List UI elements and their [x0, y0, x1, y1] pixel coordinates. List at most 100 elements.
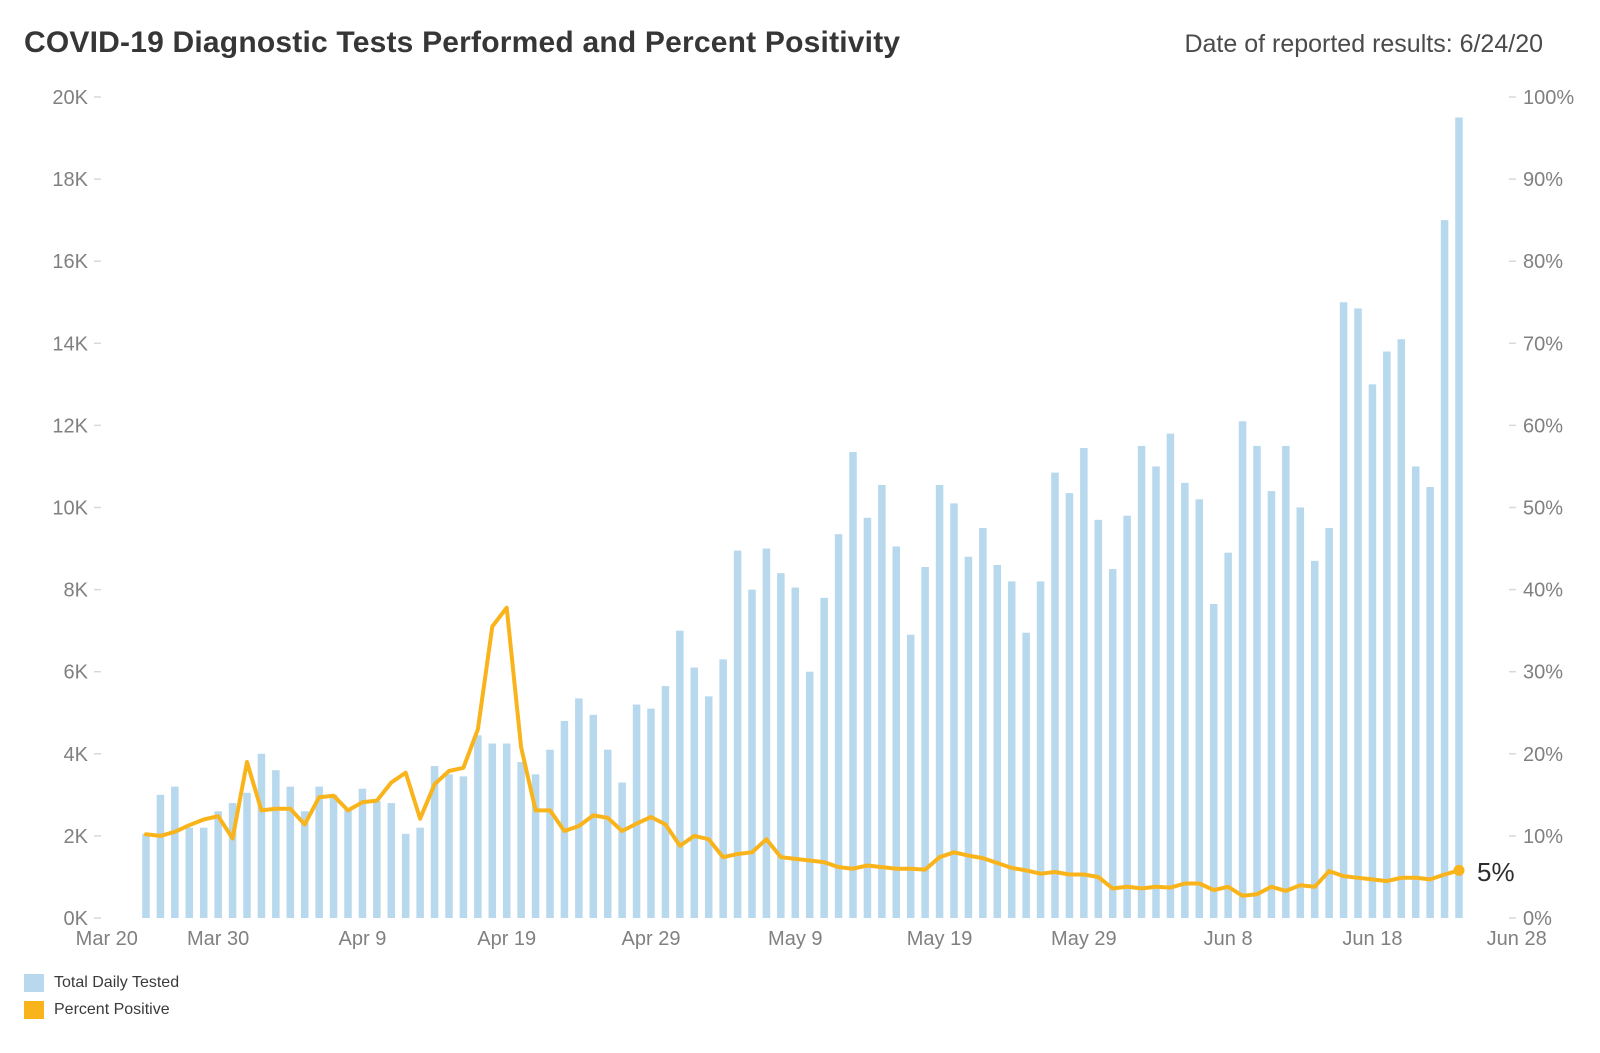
bar-may-17[interactable] [906, 634, 915, 918]
bar-may-23[interactable] [993, 564, 1002, 918]
bar-mar-25[interactable] [142, 833, 150, 918]
bar-may-2[interactable] [690, 667, 699, 918]
bar-may-20[interactable] [950, 503, 958, 918]
bar-apr-29[interactable] [647, 708, 655, 918]
bar-may-11[interactable] [820, 597, 828, 918]
bar-apr-12[interactable] [401, 833, 410, 918]
bar-mar-27[interactable] [171, 786, 179, 918]
bar-apr-18[interactable] [488, 743, 497, 918]
bar-mar-29[interactable] [199, 827, 208, 918]
bar-may-29[interactable] [1080, 447, 1088, 918]
bar-may-24[interactable] [1007, 581, 1016, 918]
bar-apr-9[interactable] [358, 788, 367, 918]
bar-apr-26[interactable] [603, 749, 612, 918]
bar-may-10[interactable] [805, 671, 814, 918]
bar-apr-27[interactable] [618, 782, 626, 918]
bar-jun-16[interactable] [1339, 302, 1348, 918]
bar-may-21[interactable] [964, 556, 973, 918]
bar-apr-19[interactable] [502, 743, 511, 918]
bar-jun-14[interactable] [1310, 560, 1319, 918]
bar-jun-18[interactable] [1368, 384, 1377, 919]
bar-may-6[interactable] [748, 589, 756, 918]
percent-positive-line[interactable] [144, 605, 1461, 898]
bar-jun-8[interactable] [1224, 552, 1232, 918]
bar-apr-7[interactable] [329, 794, 338, 918]
bar-apr-3[interactable] [272, 770, 280, 918]
bar-jun-1[interactable] [1123, 515, 1131, 918]
bar-apr-13[interactable] [416, 827, 424, 918]
bar-may-26[interactable] [1036, 581, 1045, 918]
line-end-value-label: 5% [1477, 857, 1515, 887]
bar-may-1[interactable] [676, 630, 684, 918]
x-tick-label: Apr 19 [477, 928, 536, 950]
y-left-tick-label: 4K [64, 744, 89, 766]
bar-jun-6[interactable] [1195, 499, 1204, 918]
page-title: COVID-19 Diagnostic Tests Performed and … [24, 26, 901, 59]
bar-apr-30[interactable] [661, 686, 670, 918]
bar-may-8[interactable] [777, 573, 785, 918]
bar-apr-2[interactable] [257, 753, 266, 918]
bar-jun-2[interactable] [1137, 445, 1146, 918]
bar-apr-17[interactable] [474, 735, 482, 918]
bar-mar-28[interactable] [185, 827, 194, 918]
bar-apr-10[interactable] [373, 801, 381, 918]
bar-mar-26[interactable] [156, 794, 165, 918]
bar-mar-31[interactable] [228, 803, 237, 918]
bar-apr-15[interactable] [445, 774, 453, 918]
bar-apr-16[interactable] [459, 776, 468, 918]
y-left-tick-label: 20K [52, 87, 88, 109]
bar-jun-21[interactable] [1411, 466, 1420, 918]
bar-jun-19[interactable] [1383, 351, 1391, 918]
bar-may-15[interactable] [878, 484, 886, 918]
bar-apr-28[interactable] [632, 704, 641, 918]
bar-jun-15[interactable] [1325, 528, 1333, 918]
bar-may-12[interactable] [834, 534, 843, 918]
bar-may-4[interactable] [719, 659, 727, 918]
bar-jun-20[interactable] [1397, 339, 1406, 918]
bar-may-18[interactable] [921, 567, 929, 918]
bar-jun-23[interactable] [1440, 220, 1449, 918]
bar-apr-4[interactable] [286, 786, 295, 918]
bar-may-14[interactable] [863, 517, 872, 918]
bar-apr-8[interactable] [344, 809, 352, 918]
bar-may-22[interactable] [979, 528, 987, 918]
bar-mar-30[interactable] [214, 811, 222, 918]
legend-item-total-daily-tested[interactable]: Total Daily Tested [24, 969, 179, 996]
bar-may-28[interactable] [1065, 493, 1074, 918]
bar-apr-1[interactable] [243, 792, 251, 918]
bar-jun-7[interactable] [1209, 603, 1218, 918]
bar-may-27[interactable] [1051, 472, 1059, 918]
bar-apr-5[interactable] [300, 811, 309, 918]
bar-may-9[interactable] [791, 587, 800, 918]
bar-apr-22[interactable] [546, 749, 554, 918]
bar-apr-11[interactable] [387, 803, 396, 918]
bar-jun-4[interactable] [1166, 433, 1175, 918]
bar-jun-22[interactable] [1426, 486, 1434, 918]
bar-apr-24[interactable] [575, 698, 583, 918]
bar-apr-21[interactable] [531, 774, 540, 918]
bar-may-5[interactable] [733, 550, 742, 918]
bar-may-3[interactable] [704, 696, 713, 918]
legend-item-percent-positive[interactable]: Percent Positive [24, 996, 179, 1023]
bar-jun-3[interactable] [1152, 466, 1160, 918]
bar-may-25[interactable] [1022, 632, 1030, 918]
bar-may-31[interactable] [1108, 569, 1117, 918]
bar-jun-11[interactable] [1267, 491, 1276, 918]
bar-may-13[interactable] [849, 452, 857, 918]
bar-may-30[interactable] [1094, 519, 1103, 918]
bar-may-19[interactable] [935, 484, 944, 918]
bar-apr-23[interactable] [560, 720, 569, 918]
bar-may-7[interactable] [762, 548, 771, 918]
bar-jun-12[interactable] [1282, 445, 1290, 918]
bar-jun-13[interactable] [1296, 507, 1305, 919]
bar-may-16[interactable] [892, 546, 901, 918]
bar-jun-17[interactable] [1354, 308, 1362, 919]
y-right-tick-label: 100% [1523, 87, 1574, 109]
bar-jun-24[interactable] [1455, 117, 1463, 918]
bar-apr-20[interactable] [517, 762, 525, 918]
bar-jun-5[interactable] [1181, 482, 1189, 918]
bar-apr-14[interactable] [430, 766, 439, 918]
bar-jun-10[interactable] [1253, 445, 1261, 918]
bar-apr-6[interactable] [315, 786, 323, 918]
bar-jun-9[interactable] [1238, 421, 1247, 918]
